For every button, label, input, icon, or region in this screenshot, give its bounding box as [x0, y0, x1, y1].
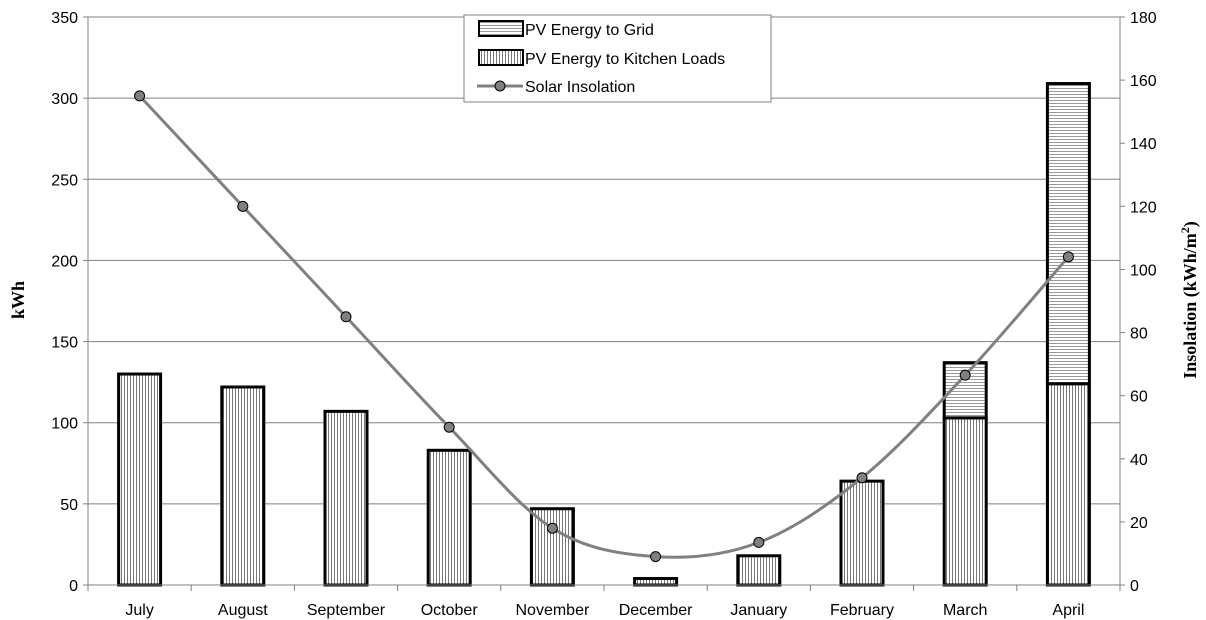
- y2-tick-label-20: 20: [1130, 515, 1148, 532]
- bar-kitchen-march: [942, 416, 988, 587]
- bar-kitchen-december: [633, 577, 679, 587]
- y-axis-title: kWh: [8, 281, 28, 319]
- y-tick-label-0: 0: [69, 578, 78, 595]
- legend-swatch-kitchen: [478, 49, 524, 66]
- y-tick-label-150: 150: [51, 335, 78, 352]
- bar-kitchen-january: [736, 554, 782, 587]
- axes: [87, 17, 1121, 591]
- y2-tick-label-180: 180: [1130, 10, 1157, 27]
- y-tick-label-100: 100: [51, 416, 78, 433]
- x-tick-label-december: December: [619, 602, 693, 619]
- y-tick-label-350: 350: [51, 10, 78, 27]
- insolation-line-layer: [134, 90, 1074, 563]
- legend-label-kitchen: PV Energy to Kitchen Loads: [525, 51, 725, 68]
- y2-tick-label-120: 120: [1130, 199, 1157, 216]
- insolation-point-december: [650, 551, 662, 563]
- legend-swatch-grid: [478, 20, 524, 37]
- insolation-point-september: [340, 311, 352, 323]
- bar-kitchen-september: [323, 409, 369, 587]
- y-tick-label-300: 300: [51, 91, 78, 108]
- insolation-point-january: [753, 536, 765, 548]
- bar-kitchen-february: [839, 479, 885, 587]
- insolation-point-february: [856, 472, 868, 484]
- x-tick-label-april: April: [1052, 602, 1084, 619]
- y-axis-ticks: 0 50 100 150 200 250 300 350: [51, 10, 88, 595]
- insolation-point-august: [237, 200, 249, 212]
- x-tick-label-january: January: [730, 602, 787, 619]
- x-tick-label-march: March: [943, 602, 987, 619]
- insolation-line: [138, 94, 1070, 559]
- y2-tick-label-80: 80: [1130, 326, 1148, 343]
- insolation-point-october: [443, 421, 455, 433]
- y2-tick-label-40: 40: [1130, 452, 1148, 469]
- insolation-point-march: [959, 369, 971, 381]
- bar-kitchen-november: [529, 507, 575, 587]
- y-tick-label-50: 50: [60, 497, 78, 514]
- x-tick-label-february: February: [830, 602, 894, 619]
- bar-kitchen-august: [220, 385, 266, 587]
- x-tick-label-july: July: [125, 602, 153, 619]
- x-tick-label-november: November: [515, 602, 589, 619]
- bar-kitchen-october: [426, 448, 472, 587]
- insolation-point-november: [546, 522, 558, 534]
- insolation-point-july: [134, 90, 146, 102]
- y2-axis-title: Insolation (kWh/m2): [1178, 221, 1201, 379]
- legend-item-grid: PV Energy to Grid: [478, 20, 654, 39]
- legend-item-kitchen: PV Energy to Kitchen Loads: [478, 49, 725, 68]
- y2-tick-label-160: 160: [1130, 73, 1157, 90]
- y-tick-label-200: 200: [51, 253, 78, 270]
- y2-tick-label-140: 140: [1130, 136, 1157, 153]
- y2-tick-label-60: 60: [1130, 389, 1148, 406]
- x-axis-ticks: July August September October November Decemb…: [125, 602, 1084, 619]
- legend: PV Energy to Grid PV Energy to Kitchen L…: [463, 14, 772, 103]
- legend-label-grid: PV Energy to Grid: [525, 22, 654, 39]
- legend-marker-insolation: [494, 80, 506, 92]
- x-tick-label-september: September: [307, 602, 386, 619]
- legend-label-insolation: Solar Insolation: [525, 79, 635, 96]
- bars: [117, 82, 1091, 587]
- insolation-point-april: [1062, 251, 1074, 263]
- x-tick-label-august: August: [218, 602, 268, 619]
- y2-tick-label-0: 0: [1130, 578, 1139, 595]
- bar-kitchen-april: [1045, 382, 1091, 587]
- y2-tick-label-100: 100: [1130, 262, 1157, 279]
- y2-axis-ticks: 0 20 40 60 80 100 120 140 160 180: [1120, 10, 1157, 595]
- legend-item-insolation: Solar Insolation: [477, 79, 635, 96]
- bar-grid-april: [1045, 82, 1091, 386]
- y-tick-label-250: 250: [51, 172, 78, 189]
- x-tick-label-october: October: [421, 602, 479, 619]
- bar-kitchen-july: [117, 372, 163, 587]
